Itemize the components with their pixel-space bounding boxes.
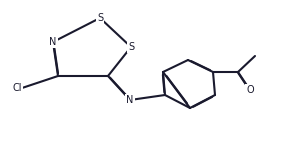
Text: N: N bbox=[126, 95, 134, 105]
Text: N: N bbox=[49, 37, 57, 47]
Text: Cl: Cl bbox=[12, 83, 22, 93]
Text: O: O bbox=[246, 85, 254, 95]
Text: S: S bbox=[128, 42, 134, 52]
Text: S: S bbox=[97, 13, 103, 23]
